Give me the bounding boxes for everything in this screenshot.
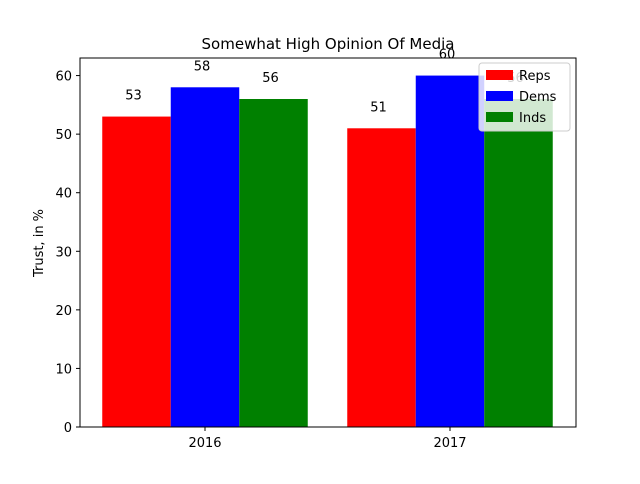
x-tick-label: 2017: [433, 436, 466, 451]
bar-inds-2016: [239, 99, 308, 427]
y-axis: 0 10 20 30 40 50 60: [55, 70, 80, 436]
data-label-dems-2016: 58: [194, 59, 211, 74]
data-label-inds-2016: 56: [262, 71, 279, 86]
x-tick-label: 2016: [188, 436, 221, 451]
legend-swatch-dems: [486, 91, 513, 101]
x-axis: 2016 2017: [188, 427, 467, 451]
legend-label-dems: Dems: [519, 90, 557, 105]
y-tick-label: 30: [55, 245, 72, 260]
legend-label-reps: Reps: [519, 69, 551, 84]
chart-title: Somewhat High Opinion Of Media: [202, 35, 455, 53]
legend-swatch-reps: [486, 70, 513, 80]
legend-swatch-inds: [486, 112, 513, 122]
bar-inds-2017: [484, 99, 553, 427]
bar-dems-2017: [415, 75, 485, 427]
plot-area: 535158605656: [102, 48, 553, 428]
y-tick-label: 50: [55, 128, 72, 143]
legend: Reps Dems Inds: [478, 62, 571, 132]
y-tick-label: 10: [55, 362, 72, 377]
y-tick-label: 60: [55, 70, 72, 85]
bar-dems-2016: [170, 87, 240, 427]
data-label-reps-2017: 51: [370, 100, 387, 115]
y-axis-label: Trust, in %: [32, 209, 47, 278]
y-tick-label: 0: [64, 421, 72, 436]
bar-reps-2016: [102, 116, 171, 427]
data-label-dems-2017: 60: [439, 48, 456, 63]
y-tick-label: 40: [55, 187, 72, 202]
y-tick-label: 20: [55, 304, 72, 319]
plot-frame: [79, 57, 577, 428]
bar-reps-2017: [347, 128, 416, 428]
legend-label-inds: Inds: [519, 111, 546, 126]
data-label-reps-2016: 53: [125, 89, 142, 104]
